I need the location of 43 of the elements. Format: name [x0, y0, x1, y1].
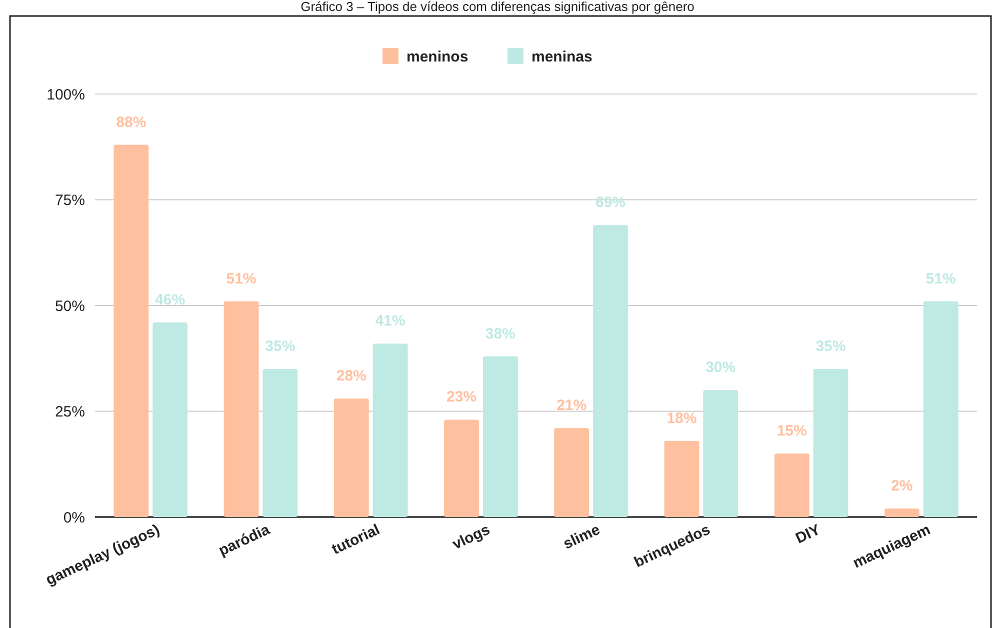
bar: [334, 398, 369, 517]
bar: [224, 301, 259, 517]
data-label: 51%: [226, 270, 256, 288]
data-label: 18%: [666, 410, 697, 427]
y-tick-label: 75%: [54, 192, 85, 209]
bar: [114, 144, 149, 517]
data-label: 69%: [595, 194, 626, 212]
bar: [482, 356, 518, 517]
chart-title: Gráfico 3 – Tipos de vídeos com diferenças significativas por gênero: [300, 0, 694, 14]
data-label: 28%: [336, 368, 366, 385]
data-label: 30%: [706, 359, 736, 376]
bar: [444, 420, 479, 517]
legend-label: meninos: [406, 48, 468, 66]
bar: [923, 301, 958, 517]
data-label: 88%: [116, 114, 146, 131]
bar: [774, 454, 810, 517]
x-tick-label: vlogs: [450, 521, 493, 554]
data-label: 35%: [816, 338, 846, 355]
data-label: 35%: [265, 338, 296, 355]
y-tick-label: 100%: [46, 86, 85, 104]
x-tick-label: DIY: [793, 521, 823, 548]
data-label: 15%: [776, 422, 807, 440]
bar: [262, 368, 298, 517]
bar: [372, 344, 408, 517]
bar: [884, 508, 920, 517]
data-label: 51%: [926, 270, 956, 288]
x-tick-label: slime: [560, 521, 603, 553]
bar: [554, 428, 590, 517]
data-label: 41%: [375, 312, 406, 330]
data-label: 23%: [446, 388, 477, 406]
data-label: 38%: [485, 325, 516, 342]
bar: [593, 225, 628, 517]
bar: [152, 322, 188, 517]
data-label: 21%: [556, 397, 587, 414]
legend-label: meninas: [532, 48, 592, 66]
bar: [813, 368, 848, 517]
y-tick-label: 25%: [54, 404, 85, 420]
bar: [703, 390, 738, 517]
data-label: 46%: [155, 291, 186, 308]
bar: [664, 440, 700, 517]
y-tick-label: 0%: [63, 509, 85, 526]
y-tick-label: 50%: [54, 298, 85, 315]
data-label: 2%: [891, 478, 913, 495]
